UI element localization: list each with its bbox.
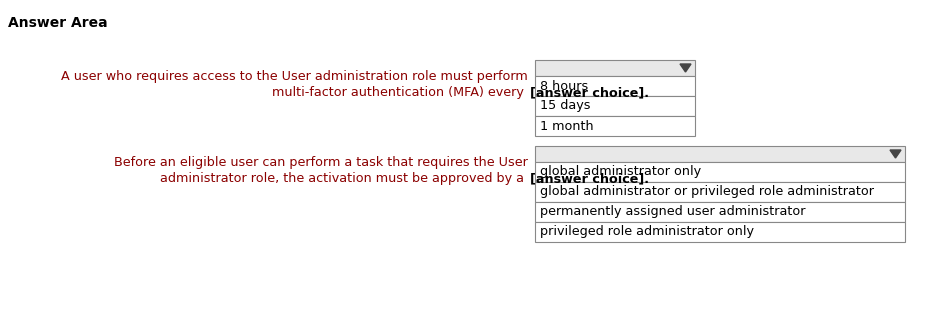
FancyBboxPatch shape xyxy=(535,162,905,182)
FancyBboxPatch shape xyxy=(535,222,905,242)
Text: 1 month: 1 month xyxy=(540,119,593,133)
FancyBboxPatch shape xyxy=(535,146,905,162)
Text: Answer Area: Answer Area xyxy=(8,16,108,30)
Text: 15 days: 15 days xyxy=(540,99,591,113)
FancyBboxPatch shape xyxy=(535,96,695,116)
Polygon shape xyxy=(890,150,901,158)
Text: [answer choice].: [answer choice]. xyxy=(530,86,649,99)
FancyBboxPatch shape xyxy=(535,116,695,136)
Text: global administrator or privileged role administrator: global administrator or privileged role … xyxy=(540,186,874,198)
Polygon shape xyxy=(680,64,691,72)
Text: Before an eligible user can perform a task that requires the User: Before an eligible user can perform a ta… xyxy=(114,156,528,169)
FancyBboxPatch shape xyxy=(535,182,905,202)
Text: [answer choice].: [answer choice]. xyxy=(530,172,649,185)
Text: permanently assigned user administrator: permanently assigned user administrator xyxy=(540,206,806,218)
FancyBboxPatch shape xyxy=(535,202,905,222)
Text: multi-factor authentication (MFA) every: multi-factor authentication (MFA) every xyxy=(272,86,528,99)
Text: 8 hours: 8 hours xyxy=(540,79,588,92)
Text: privileged role administrator only: privileged role administrator only xyxy=(540,226,754,238)
FancyBboxPatch shape xyxy=(535,60,695,76)
Text: global administrator only: global administrator only xyxy=(540,166,701,178)
FancyBboxPatch shape xyxy=(535,76,695,96)
Text: administrator role, the activation must be approved by a: administrator role, the activation must … xyxy=(160,172,528,185)
Text: A user who requires access to the User administration role must perform: A user who requires access to the User a… xyxy=(61,70,528,83)
